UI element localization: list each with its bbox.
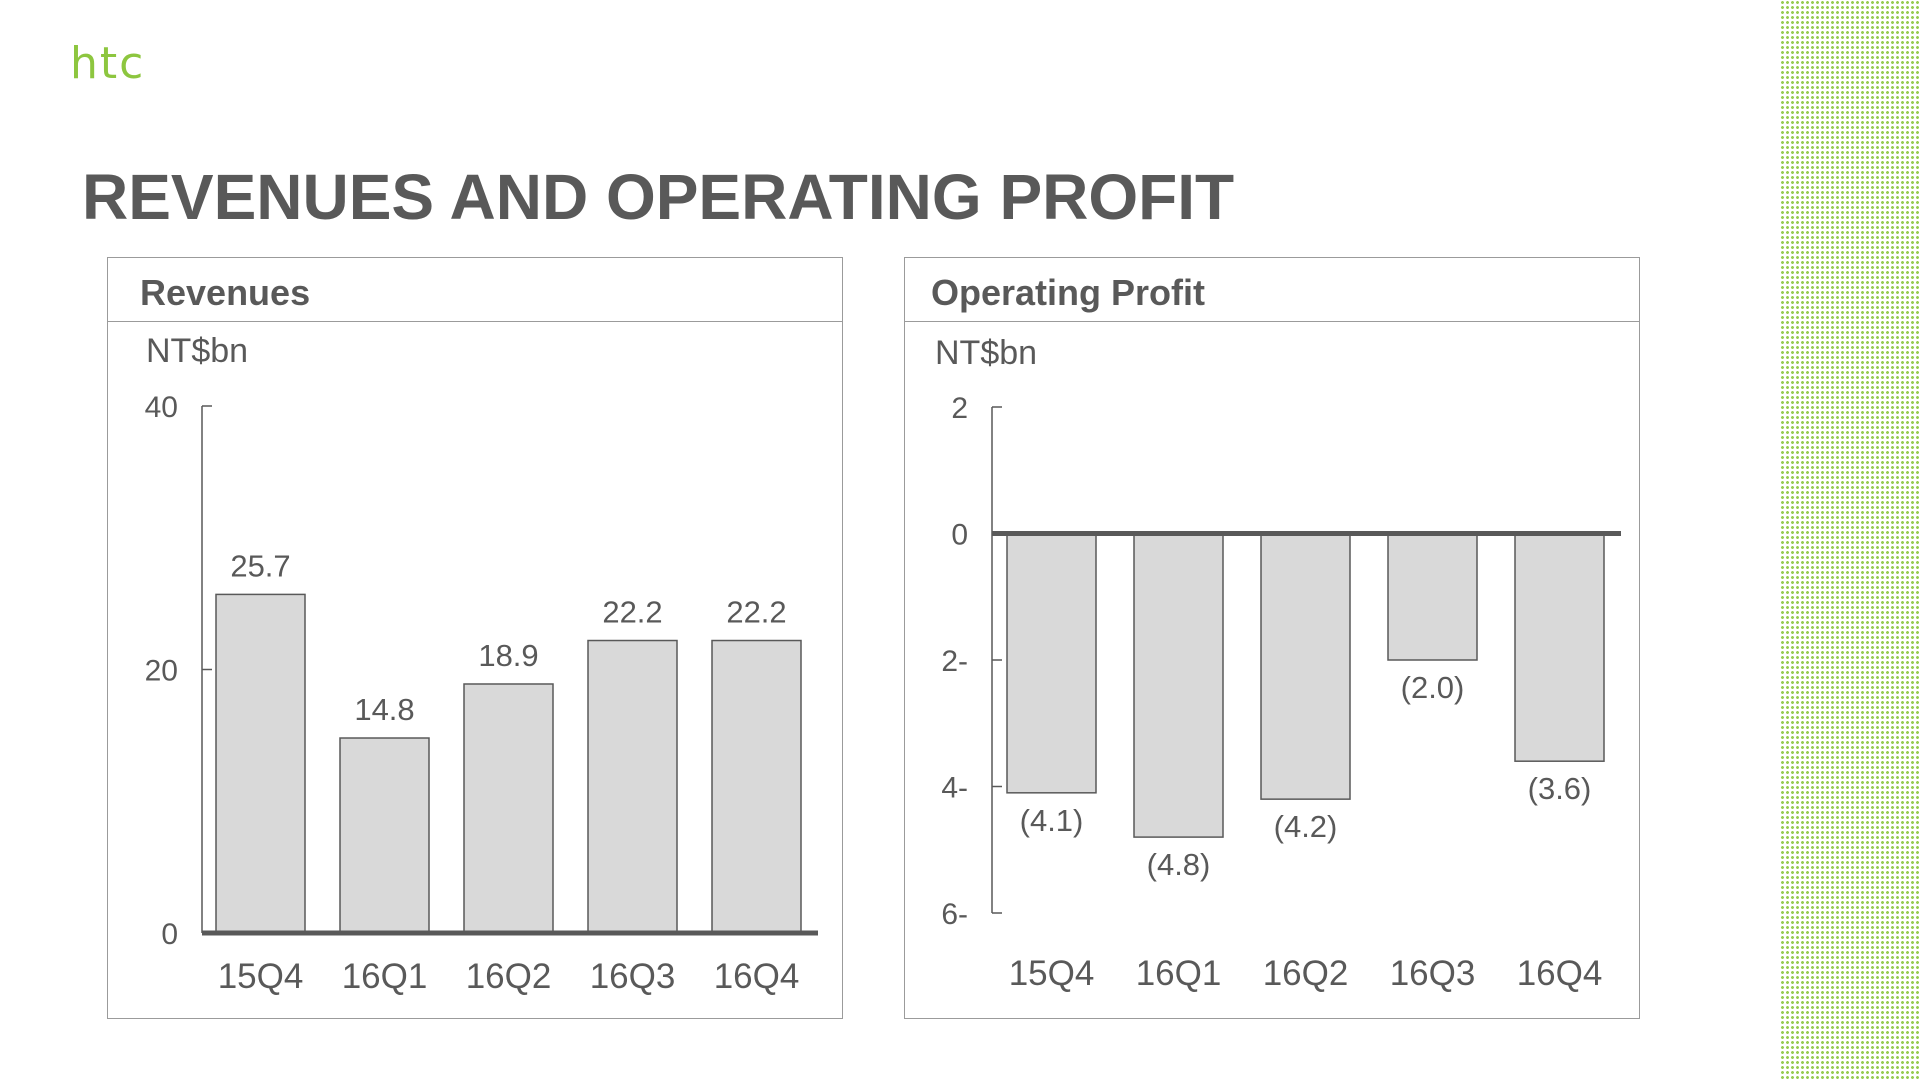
- data-label: (4.2): [1274, 809, 1338, 844]
- y-tick-label: 6-: [941, 898, 968, 931]
- revenues-chart: NT$bn 0 20 40 25.7 15Q4 14.8 16Q1 18.9 16Q2 22.2 16…: [145, 332, 818, 996]
- y-tick-label: 2: [951, 392, 968, 425]
- x-tick-label: 16Q1: [1136, 954, 1222, 993]
- bar-16Q2: [463, 683, 554, 934]
- bar-16Q1: [1133, 532, 1224, 838]
- revenues-panel-header: Revenues: [108, 258, 842, 322]
- y-tick-label: 0: [951, 519, 968, 552]
- y-tick-label: 4-: [941, 772, 968, 805]
- x-tick-label: 15Q4: [1009, 954, 1095, 993]
- data-label: 18.9: [478, 638, 538, 673]
- revenues-panel: Revenues NT$bn 0 20 40 25.7 15Q4 14.8 16Q1 18.9 1…: [107, 257, 843, 1019]
- bar-16Q4: [711, 639, 802, 934]
- x-tick-label: 15Q4: [218, 957, 304, 996]
- data-label: 14.8: [354, 692, 414, 727]
- htc-logo: htc: [70, 44, 145, 84]
- bar-16Q1: [339, 737, 430, 934]
- data-label: 22.2: [602, 595, 662, 630]
- bar-16Q3: [1387, 532, 1478, 661]
- data-label: (3.6): [1528, 771, 1592, 806]
- x-tick-label: 16Q4: [714, 957, 800, 996]
- operating-profit-panel: Operating Profit NT$bn 2 0 2- 4- 6- (4.1) 15Q4 (…: [904, 257, 1640, 1019]
- operating-profit-panel-header: Operating Profit: [905, 258, 1639, 322]
- y-tick-label: 0: [161, 918, 178, 951]
- x-tick-label: 16Q2: [1263, 954, 1349, 993]
- dot-pattern-decoration: [1780, 0, 1920, 1080]
- bar-15Q4: [1006, 532, 1097, 794]
- y-tick-label: 40: [145, 391, 178, 424]
- x-tick-label: 16Q4: [1517, 954, 1603, 993]
- bar-16Q2: [1260, 532, 1351, 800]
- revenues-panel-title: Revenues: [140, 272, 311, 313]
- operating-profit-chart: NT$bn 2 0 2- 4- 6- (4.1) 15Q4 (4.8) 16Q1 (4.2) 16Q2…: [935, 334, 1621, 993]
- bar-16Q3: [587, 639, 678, 934]
- htc-logo-text: htc: [70, 44, 145, 84]
- y-tick-label: 2-: [941, 645, 968, 678]
- x-tick-label: 16Q3: [1390, 954, 1476, 993]
- x-tick-label: 16Q1: [342, 957, 428, 996]
- bar-16Q4: [1514, 532, 1605, 762]
- data-label: (4.1): [1020, 803, 1084, 838]
- data-label: 25.7: [230, 548, 290, 583]
- page-title: REVENUES AND OPERATING PROFIT: [82, 161, 1235, 233]
- data-label: (4.8): [1147, 847, 1211, 882]
- x-tick-label: 16Q2: [466, 957, 552, 996]
- y-tick-label: 20: [145, 655, 178, 688]
- bar-15Q4: [215, 593, 306, 934]
- x-tick-label: 16Q3: [590, 957, 676, 996]
- data-label: (2.0): [1401, 670, 1465, 705]
- data-label: 22.2: [726, 595, 786, 630]
- operating-profit-panel-title: Operating Profit: [931, 272, 1206, 313]
- unit-label: NT$bn: [146, 332, 248, 370]
- unit-label: NT$bn: [935, 334, 1037, 372]
